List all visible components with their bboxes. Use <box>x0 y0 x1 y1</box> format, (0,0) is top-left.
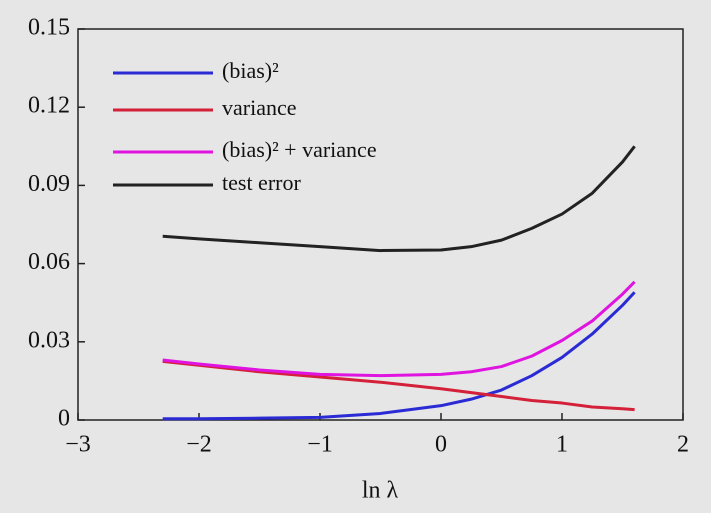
plot-frame <box>77 28 684 421</box>
x-tick-label: −2 <box>186 432 212 458</box>
y-tick-label: 0 <box>58 406 70 432</box>
series-line <box>162 145 636 253</box>
series-line <box>162 280 636 378</box>
x-tick-label: 0 <box>435 432 447 458</box>
y-tick-label: 0.15 <box>28 15 70 41</box>
legend-label: (bias)² <box>222 58 279 83</box>
x-tick-label: −1 <box>307 432 333 458</box>
x-tick-label: 1 <box>556 432 568 458</box>
y-tick-label: 0.03 <box>28 327 70 353</box>
legend-label: (bias)² + variance <box>222 137 377 162</box>
series-line <box>162 359 635 412</box>
x-axis-label: ln λ <box>362 478 399 504</box>
x-tick-label: −3 <box>65 432 91 458</box>
y-tick-label: 0.09 <box>28 171 70 197</box>
series-line <box>162 291 636 421</box>
y-tick-label: 0.12 <box>28 93 70 119</box>
legend-label: variance <box>222 95 297 120</box>
x-tick-label: 2 <box>677 432 689 458</box>
y-tick-label: 0.06 <box>28 249 70 275</box>
legend-label: test error <box>222 170 301 195</box>
